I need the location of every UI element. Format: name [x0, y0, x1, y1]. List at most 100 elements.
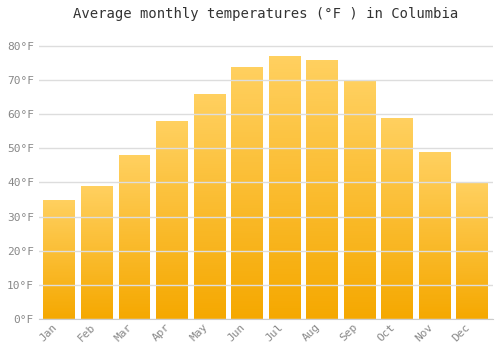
Bar — [231, 251, 263, 253]
Bar — [306, 62, 338, 65]
Bar — [44, 202, 76, 203]
Bar — [456, 247, 488, 248]
Bar — [81, 203, 113, 204]
Bar — [306, 226, 338, 228]
Bar — [382, 202, 414, 204]
Bar — [419, 309, 451, 310]
Bar — [268, 75, 300, 77]
Bar — [419, 163, 451, 165]
Bar — [44, 221, 76, 222]
Bar — [456, 311, 488, 312]
Bar — [118, 253, 150, 255]
Bar — [81, 303, 113, 304]
Bar — [456, 195, 488, 196]
Bar — [156, 261, 188, 264]
Bar — [382, 281, 414, 283]
Bar — [156, 167, 188, 169]
Bar — [344, 164, 376, 166]
Bar — [81, 283, 113, 284]
Bar — [156, 173, 188, 175]
Bar — [419, 167, 451, 168]
Bar — [156, 226, 188, 228]
Bar — [419, 259, 451, 260]
Bar — [456, 241, 488, 243]
Bar — [231, 99, 263, 102]
Bar — [44, 300, 76, 301]
Bar — [456, 281, 488, 282]
Bar — [268, 77, 300, 80]
Bar — [456, 218, 488, 219]
Bar — [344, 116, 376, 118]
Bar — [382, 252, 414, 254]
Bar — [419, 244, 451, 245]
Bar — [231, 173, 263, 175]
Bar — [231, 266, 263, 268]
Bar — [231, 180, 263, 183]
Bar — [156, 178, 188, 181]
Bar — [306, 231, 338, 233]
Bar — [118, 165, 150, 167]
Bar — [231, 286, 263, 289]
Bar — [382, 136, 414, 138]
Bar — [81, 243, 113, 244]
Bar — [156, 236, 188, 238]
Bar — [419, 177, 451, 178]
Bar — [268, 227, 300, 230]
Bar — [44, 293, 76, 294]
Bar — [118, 316, 150, 317]
Bar — [44, 233, 76, 234]
Bar — [194, 262, 226, 265]
Bar — [231, 177, 263, 180]
Bar — [306, 117, 338, 119]
Bar — [81, 204, 113, 206]
Bar — [156, 169, 188, 170]
Bar — [194, 159, 226, 161]
Bar — [382, 184, 414, 186]
Bar — [344, 142, 376, 145]
Bar — [382, 248, 414, 251]
Bar — [81, 226, 113, 227]
Bar — [419, 254, 451, 256]
Bar — [81, 212, 113, 214]
Bar — [81, 250, 113, 251]
Bar — [194, 247, 226, 249]
Bar — [81, 189, 113, 190]
Bar — [268, 117, 300, 119]
Bar — [306, 314, 338, 316]
Bar — [382, 224, 414, 226]
Bar — [194, 213, 226, 215]
Bar — [268, 164, 300, 167]
Bar — [118, 162, 150, 163]
Bar — [419, 209, 451, 210]
Bar — [194, 161, 226, 163]
Bar — [268, 248, 300, 251]
Bar — [306, 293, 338, 295]
Bar — [156, 242, 188, 244]
Bar — [306, 132, 338, 135]
Bar — [44, 219, 76, 220]
Bar — [344, 92, 376, 94]
Bar — [194, 155, 226, 157]
Bar — [194, 236, 226, 238]
Bar — [306, 280, 338, 282]
Bar — [382, 309, 414, 311]
Bar — [268, 114, 300, 117]
Bar — [456, 259, 488, 260]
Bar — [382, 279, 414, 281]
Bar — [194, 226, 226, 229]
Bar — [81, 224, 113, 226]
Bar — [118, 247, 150, 248]
Bar — [81, 291, 113, 292]
Bar — [382, 158, 414, 160]
Bar — [419, 185, 451, 187]
Bar — [344, 219, 376, 221]
Bar — [194, 193, 226, 195]
Bar — [419, 152, 451, 154]
Bar — [268, 285, 300, 287]
Bar — [268, 306, 300, 308]
Bar — [44, 237, 76, 238]
Bar — [344, 271, 376, 274]
Bar — [194, 296, 226, 299]
Bar — [456, 214, 488, 215]
Bar — [231, 231, 263, 233]
